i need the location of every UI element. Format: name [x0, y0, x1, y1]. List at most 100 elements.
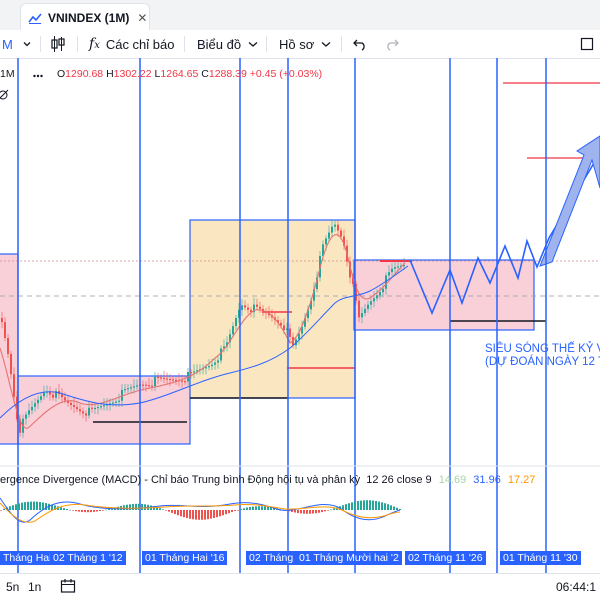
macd-bar	[366, 500, 368, 510]
macd-bar	[159, 508, 161, 510]
macd-bar	[219, 510, 221, 517]
macd-bar	[18, 503, 20, 510]
candle-body	[289, 328, 291, 337]
macd-bar	[216, 510, 218, 518]
chart-type-menu[interactable]: Biểu đồ	[197, 30, 259, 58]
open-label: O	[57, 68, 66, 80]
chart-type-label: Biểu đồ	[197, 36, 242, 52]
macd-bar	[378, 501, 380, 510]
candle-body	[322, 244, 324, 256]
candle-body	[181, 380, 183, 382]
macd-bar	[345, 504, 347, 510]
macd-bar	[24, 502, 26, 510]
chart-icon	[28, 12, 42, 24]
moving-average-blue	[0, 265, 409, 419]
candle-body	[211, 364, 213, 367]
interval-dropdown[interactable]	[22, 30, 32, 58]
range-1y-button[interactable]: 1n	[28, 580, 42, 594]
macd-bar	[363, 500, 365, 510]
candle-body	[67, 400, 69, 403]
chevron-down-icon	[321, 42, 331, 47]
macd-bar	[264, 506, 266, 510]
candle-body	[349, 261, 351, 278]
macd-bar	[36, 501, 38, 510]
candle-body	[19, 419, 21, 433]
annotation-line-1: SIÊU SÓNG THẾ KỶ V	[485, 343, 600, 355]
macd-bar	[93, 510, 95, 512]
candle-body	[34, 403, 36, 407]
indicators-button[interactable]: fx Các chỉ báo	[89, 30, 174, 58]
redo-button[interactable]	[384, 30, 400, 58]
candle-body	[259, 306, 261, 309]
candle-body	[190, 371, 192, 374]
candle-body	[391, 268, 393, 273]
layout-button[interactable]	[580, 30, 594, 58]
candles-button[interactable]	[50, 30, 66, 58]
candle-body	[142, 384, 144, 386]
candle-body	[376, 295, 378, 299]
candle-body	[112, 402, 114, 404]
candle-body	[76, 407, 78, 410]
candle-body	[85, 413, 87, 416]
candle-body	[61, 394, 63, 398]
candle-body	[115, 401, 117, 403]
candle-body	[313, 289, 315, 301]
eye-off-icon[interactable]	[0, 89, 9, 100]
macd-bar	[246, 507, 248, 510]
macd-bar	[273, 507, 275, 510]
macd-bar	[135, 503, 137, 510]
macd-bar	[144, 504, 146, 510]
macd-bar	[237, 510, 239, 511]
macd-bar	[261, 506, 263, 510]
candle-body	[241, 305, 243, 310]
candle-body	[382, 288, 384, 293]
signal-value: 17.27	[507, 474, 536, 486]
candle-body	[31, 406, 33, 411]
candle-body	[400, 265, 402, 267]
macd-bar	[126, 504, 128, 510]
candle-body	[340, 230, 342, 237]
undo-button[interactable]	[352, 30, 368, 58]
candle-body	[148, 385, 150, 387]
legend-menu-icon[interactable]	[33, 70, 43, 82]
indicators-label: Các chỉ báo	[105, 36, 175, 52]
macd-bar	[66, 509, 68, 510]
macd-bar	[369, 500, 371, 510]
range-5y-button[interactable]: 5n	[6, 580, 20, 594]
candle-body	[229, 334, 231, 343]
macd-bar	[204, 510, 206, 520]
candle-body	[307, 309, 309, 319]
date-range-button[interactable]	[60, 578, 76, 597]
macd-bar	[381, 502, 383, 510]
candle-body	[121, 389, 123, 401]
candle-body	[196, 370, 198, 372]
macd-bar	[48, 503, 50, 510]
candle-body	[223, 346, 225, 349]
tab-bar: VNINDEX (1M) ✕	[0, 0, 600, 31]
macd-bar	[393, 506, 395, 510]
top-toolbar: M fx Các chỉ báo Biểu đồ Hồ sơ	[0, 30, 600, 59]
chart-tab[interactable]: VNINDEX (1M) ✕	[20, 3, 150, 31]
macd-bar	[252, 506, 254, 510]
candle-body	[235, 318, 237, 327]
macd-bar	[255, 506, 257, 510]
candle-body	[25, 414, 27, 419]
candle-body	[373, 298, 375, 302]
profile-menu[interactable]: Hồ sơ	[279, 30, 332, 58]
candle-body	[355, 284, 357, 301]
macd-bar	[231, 510, 233, 513]
candle-body	[364, 308, 366, 314]
interval-button[interactable]: M	[2, 30, 13, 58]
macd-bar	[375, 500, 377, 510]
macd-bar	[306, 510, 308, 514]
x-axis-label: Tháng Hai	[0, 551, 55, 565]
macd-bar	[78, 510, 80, 512]
price-chart[interactable]	[0, 58, 600, 573]
macd-bar	[294, 510, 296, 513]
close-label: C	[201, 68, 209, 80]
candle-body	[184, 381, 186, 383]
candle-body	[82, 411, 84, 414]
candle-body	[325, 238, 327, 245]
close-icon[interactable]: ✕	[137, 10, 148, 25]
macd-bar	[360, 500, 362, 510]
